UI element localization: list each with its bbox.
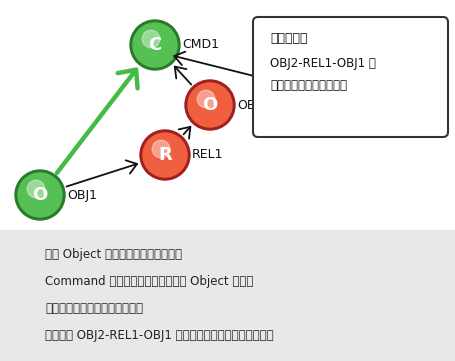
Text: OBJ2: OBJ2	[237, 99, 267, 112]
Circle shape	[140, 130, 190, 180]
FancyBboxPatch shape	[253, 17, 447, 137]
Text: ある Object がクレームしたとき同じ: ある Object がクレームしたとき同じ	[45, 248, 182, 261]
Circle shape	[15, 170, 65, 220]
FancyArrowPatch shape	[174, 52, 255, 76]
Text: OBJ2-REL1-OBJ1 が: OBJ2-REL1-OBJ1 が	[269, 57, 375, 70]
Circle shape	[133, 23, 177, 67]
Text: （例では OBJ2-REL1-OBJ1 のつながり）を候補として提示: （例では OBJ2-REL1-OBJ1 のつながり）を候補として提示	[45, 329, 273, 342]
Circle shape	[130, 20, 180, 70]
Text: O: O	[202, 96, 217, 114]
Text: OBJ1: OBJ1	[67, 188, 97, 201]
Text: ヒント出力: ヒント出力	[269, 32, 307, 45]
Circle shape	[152, 140, 169, 158]
Text: REL1: REL1	[192, 148, 223, 161]
Text: O: O	[32, 186, 47, 204]
FancyArrowPatch shape	[66, 160, 137, 187]
Text: Command を共有する未クレームの Object から、: Command を共有する未クレームの Object から、	[45, 275, 253, 288]
FancyArrowPatch shape	[178, 127, 190, 139]
Bar	[0, 230, 455, 361]
Circle shape	[143, 133, 187, 177]
Circle shape	[18, 173, 62, 217]
Circle shape	[197, 90, 214, 108]
Text: C: C	[148, 36, 161, 54]
Circle shape	[142, 30, 159, 48]
Text: CMD1: CMD1	[182, 39, 218, 52]
FancyArrowPatch shape	[174, 67, 191, 84]
Circle shape	[185, 80, 234, 130]
FancyArrowPatch shape	[57, 70, 137, 173]
Circle shape	[187, 83, 232, 127]
Circle shape	[27, 180, 45, 198]
Text: 関連性の高い操作です。: 関連性の高い操作です。	[269, 79, 346, 92]
Text: R: R	[158, 146, 172, 164]
Text: 子のエージェントにいたる経路: 子のエージェントにいたる経路	[45, 302, 143, 315]
